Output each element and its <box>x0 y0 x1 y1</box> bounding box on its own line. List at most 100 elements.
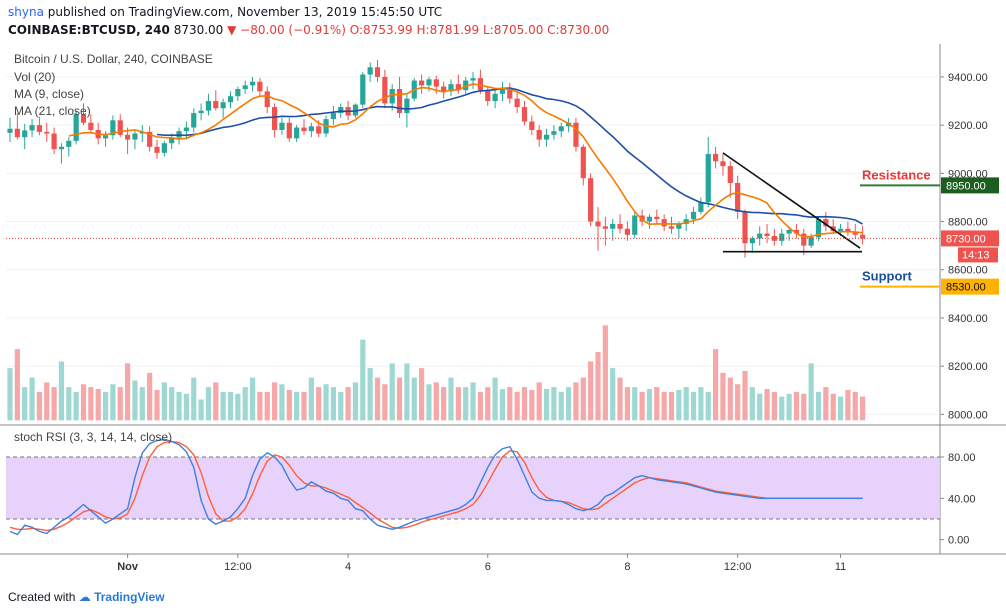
volume-bar <box>617 377 623 421</box>
volume-bar <box>316 387 322 421</box>
candle-body <box>191 113 197 128</box>
candle-body <box>757 233 763 239</box>
volume-bar <box>161 382 167 421</box>
volume-bar <box>51 387 57 421</box>
candle-body <box>7 128 13 133</box>
candle-body <box>227 96 234 103</box>
volume-bar <box>88 387 94 421</box>
candle-body <box>595 221 601 227</box>
symbol-label: COINBASE:BTCUSD, 240 <box>8 23 170 37</box>
volume-bar <box>44 382 50 421</box>
countdown-tag-bg <box>958 247 998 263</box>
candle-body <box>852 232 858 235</box>
volume-bar <box>448 377 454 421</box>
candle-body <box>132 133 138 140</box>
volume-bar <box>183 393 189 421</box>
candle-body <box>742 211 748 244</box>
candle-body <box>786 229 792 234</box>
candle-body <box>654 216 660 220</box>
volume-bar <box>558 391 564 421</box>
volume-bar <box>727 377 733 421</box>
volume-bar <box>29 377 35 421</box>
legend-title: Bitcoin / U.S. Dollar, 240, COINBASE <box>14 52 213 66</box>
candle-body <box>44 131 50 134</box>
volume-bar <box>786 393 792 421</box>
candle-body <box>125 134 131 140</box>
volume-bar <box>683 387 689 421</box>
candle-body <box>485 90 491 102</box>
candle-body <box>779 233 785 241</box>
volume-bar <box>690 391 697 421</box>
time-tick-label: 4 <box>345 561 351 573</box>
candle-body <box>823 219 829 227</box>
volume-bar <box>176 391 182 421</box>
volume-bar <box>676 389 682 421</box>
candle-body <box>705 154 711 203</box>
volume-bar <box>404 363 410 421</box>
volume-bar <box>169 387 175 421</box>
rsi-band <box>6 457 940 519</box>
candle-body <box>676 223 682 229</box>
chart-header: shyna published on TradingView.com, Nove… <box>0 0 1006 44</box>
volume-bar <box>220 391 226 421</box>
volume-bar <box>352 382 359 421</box>
candle-body <box>566 122 572 127</box>
candle-body <box>536 129 542 140</box>
candle-body <box>242 85 248 89</box>
volume-bar <box>36 391 42 421</box>
volume-bar <box>154 389 160 421</box>
candle-body <box>713 154 719 162</box>
volume-bar <box>389 363 395 421</box>
candle-body <box>419 80 425 86</box>
time-tick-label: Nov <box>117 561 139 573</box>
volume-bar <box>551 387 557 421</box>
stoch-d-line <box>9 440 863 532</box>
candle-body <box>845 228 851 233</box>
candle-body <box>110 120 116 136</box>
volume-bar <box>455 387 461 421</box>
volume-bar <box>396 377 403 421</box>
volume-bar <box>132 380 138 421</box>
candle-body <box>492 93 498 102</box>
volume-bar <box>279 384 285 421</box>
candle-body <box>661 219 667 227</box>
candle-body <box>382 76 388 104</box>
last-price-tag: 8730.00 <box>946 233 986 245</box>
price-chart-svg[interactable]: 8000.00 8200.00 8400.00 8600.00 8800.00 9000.… <box>0 44 1006 580</box>
volume-bar <box>507 387 513 421</box>
volume-bar <box>470 382 476 421</box>
candle-body <box>316 126 322 134</box>
support-label: Support <box>862 269 912 284</box>
candle-body <box>154 146 160 153</box>
candle-body <box>330 113 336 120</box>
rsi-tick-label: 80.00 <box>948 452 976 464</box>
volume-bar <box>661 391 667 421</box>
volume-bar <box>823 387 829 421</box>
volume-bar <box>852 391 858 421</box>
candle-body <box>338 107 344 114</box>
candle-body <box>374 67 381 77</box>
volume-bar <box>249 377 256 421</box>
volume-bar <box>382 384 388 421</box>
volume-bar <box>125 363 131 421</box>
candle-body <box>389 88 395 104</box>
volume-bar <box>830 393 836 421</box>
candle-body <box>441 86 447 92</box>
stoch-k-line <box>9 438 863 536</box>
chart-area[interactable]: 8000.00 8200.00 8400.00 8600.00 8800.00 9000.… <box>0 44 1006 580</box>
volume-bar <box>837 396 844 421</box>
volume-bar <box>426 384 432 421</box>
candle-body <box>102 135 109 139</box>
candle-body <box>558 126 564 132</box>
volume-bar <box>301 391 307 421</box>
tradingview-brand[interactable]: TradingView <box>94 590 165 604</box>
price-tick-label: 8600.00 <box>948 265 988 277</box>
author-link[interactable]: shyna <box>8 5 44 19</box>
volume-bar <box>808 363 814 421</box>
candle-body <box>646 216 653 222</box>
candle-body <box>448 84 454 92</box>
candle-body <box>198 110 204 114</box>
candle-body <box>808 237 814 246</box>
candle-body <box>360 74 366 105</box>
volume-bar <box>286 389 292 421</box>
